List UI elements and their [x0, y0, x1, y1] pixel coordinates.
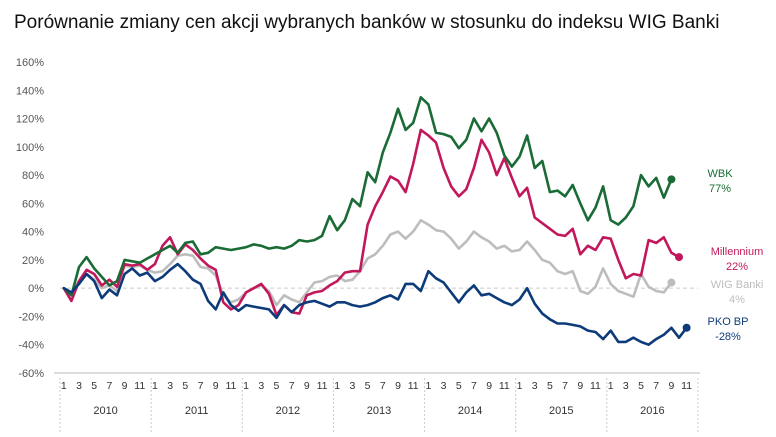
x-tick-label: 7: [471, 380, 477, 392]
x-tick-label: 5: [182, 380, 188, 392]
x-tick-label: 3: [532, 380, 538, 392]
y-tick-label: 20%: [22, 255, 44, 267]
x-tick-label: 7: [106, 380, 112, 392]
y-tick-label: -60%: [18, 368, 44, 380]
x-tick-label: 11: [681, 380, 692, 392]
x-tick-label: 5: [365, 380, 371, 392]
series-lines: [62, 96, 691, 346]
series-end-marker-pko-bp: [682, 323, 691, 332]
x-tick-label: 11: [317, 380, 328, 392]
x-tick-label: 5: [638, 380, 644, 392]
x-tick-label: 11: [134, 380, 145, 392]
year-label: 2014: [458, 405, 482, 417]
x-tick-label: 1: [152, 380, 158, 392]
x-tick-label: 5: [274, 380, 280, 392]
year-label: 2016: [640, 405, 664, 417]
series-line-wbk: [62, 96, 673, 297]
y-tick-label: 140%: [16, 85, 44, 97]
series-line-pko-bp: [62, 262, 688, 346]
x-tick-label: 7: [562, 380, 568, 392]
series-value-label-millennium: 22%: [726, 261, 748, 273]
x-tick-label: 1: [61, 380, 67, 392]
x-tick-label: 9: [213, 380, 219, 392]
x-tick-label: 7: [380, 380, 386, 392]
y-tick-label: 60%: [22, 198, 44, 210]
x-tick-label: 11: [590, 380, 601, 392]
x-tick-label: 9: [668, 380, 674, 392]
series-name-label-wig-banki: WIG Banki: [711, 279, 764, 291]
series-name-label-millennium: Millennium: [711, 246, 764, 258]
y-tick-label: 40%: [22, 227, 44, 239]
x-tick-label: 7: [289, 380, 295, 392]
y-tick-label: 100%: [16, 142, 44, 154]
x-tick-label: 1: [517, 380, 523, 392]
y-tick-label: -20%: [18, 311, 44, 323]
x-tick-label: 3: [258, 380, 264, 392]
x-tick-label: 5: [91, 380, 97, 392]
series-end-marker-wig-banki: [667, 278, 676, 287]
x-tick-label: 1: [334, 380, 340, 392]
x-tick-label: 9: [304, 380, 310, 392]
x-tick-label: 9: [395, 380, 401, 392]
axes: -60% -40% -20% 0% 20% 40% 60% 80% 100% 120% 140% 16…: [16, 57, 700, 432]
y-tick-label: 0%: [28, 283, 44, 295]
x-tick-label: 3: [167, 380, 173, 392]
x-tick-label: 1: [243, 380, 249, 392]
year-label: 2011: [185, 405, 209, 417]
x-tick-label: 7: [198, 380, 204, 392]
year-label: 2013: [367, 405, 391, 417]
series-line-millennium: [62, 128, 681, 317]
x-tick-label: 9: [577, 380, 583, 392]
series-end-marker-wbk: [667, 175, 676, 184]
series-name-label-pko-bp: PKO BP: [708, 316, 749, 328]
series-name-label-wbk: WBK: [707, 168, 733, 180]
x-tick-label: 9: [486, 380, 492, 392]
series-line-wig-banki: [62, 219, 673, 307]
x-tick-label: 3: [441, 380, 447, 392]
x-tick-label: 9: [122, 380, 128, 392]
x-tick-label: 3: [623, 380, 629, 392]
x-tick-label: 5: [456, 380, 462, 392]
year-label: 2012: [276, 405, 300, 417]
x-tick-label: 11: [408, 380, 419, 392]
y-tick-label: 80%: [22, 170, 44, 182]
year-label: 2010: [93, 405, 117, 417]
x-tick-label: 11: [225, 380, 236, 392]
x-tick-label: 7: [653, 380, 659, 392]
series-end-marker-millennium: [675, 253, 684, 262]
x-tick-label: 11: [499, 380, 510, 392]
x-tick-label: 1: [608, 380, 614, 392]
series-value-label-wbk: 77%: [709, 183, 731, 195]
series-value-label-wig-banki: 4%: [729, 294, 745, 306]
series-value-label-pko-bp: -28%: [715, 331, 741, 343]
y-tick-label: 160%: [16, 57, 44, 69]
x-tick-label: 1: [425, 380, 431, 392]
year-label: 2015: [549, 405, 573, 417]
x-tick-label: 5: [547, 380, 553, 392]
x-tick-label: 3: [76, 380, 82, 392]
series-end-labels: WBK 77% Millennium 22% WIG Banki 4% PKO BP -28%: [707, 168, 763, 343]
y-tick-label: -40%: [18, 340, 44, 352]
x-tick-label: 3: [349, 380, 355, 392]
y-tick-label: 120%: [16, 114, 44, 126]
chart-title: Porównanie zmiany cen akcji wybranych ba…: [14, 12, 719, 33]
